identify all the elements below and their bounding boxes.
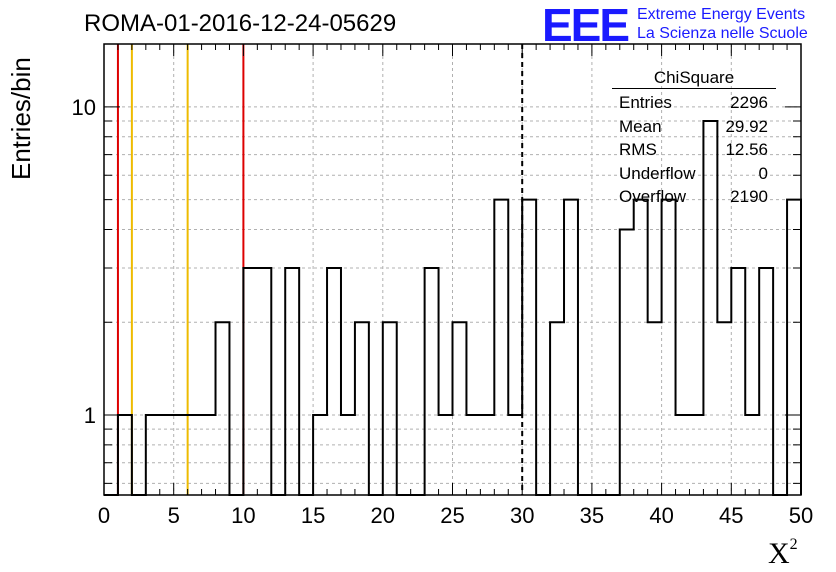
axis-ticks bbox=[103, 44, 802, 495]
x-tick-label: 45 bbox=[719, 503, 743, 528]
y-tick-label: 10 bbox=[72, 95, 96, 120]
logo-line-2: La Scienza nelle Scuole bbox=[637, 25, 808, 42]
x-tick-label: 10 bbox=[231, 503, 255, 528]
x-tick-label: 0 bbox=[98, 503, 110, 528]
x-axis-label-base: X bbox=[768, 537, 790, 570]
stats-label: Mean bbox=[619, 116, 662, 136]
y-tick-label: 1 bbox=[84, 403, 96, 428]
stats-value: 2190 bbox=[730, 187, 768, 207]
x-tick-label: 20 bbox=[371, 503, 395, 528]
stats-row: RMS 12.56 bbox=[612, 138, 778, 162]
x-tick-label: 15 bbox=[301, 503, 325, 528]
stats-row: Entries 2296 bbox=[612, 91, 778, 115]
stats-label: Entries bbox=[619, 93, 672, 112]
stats-row: Underflow 0 bbox=[612, 162, 778, 186]
stats-value: 29.92 bbox=[725, 116, 768, 136]
chart-title: ROMA-01-2016-12-24-05629 bbox=[84, 10, 397, 37]
stats-value: 0 bbox=[758, 163, 768, 183]
logo-line-1: Extreme Energy Events bbox=[637, 6, 806, 23]
y-axis-label: Entries/bin bbox=[6, 57, 36, 180]
x-tick-label: 50 bbox=[789, 503, 813, 528]
stats-value: 2296 bbox=[730, 93, 768, 112]
stats-label: Overflow bbox=[619, 187, 687, 207]
eee-logo: EEE bbox=[542, 0, 630, 51]
x-tick-label: 35 bbox=[580, 503, 604, 528]
stats-label: RMS bbox=[619, 140, 657, 160]
stats-box: ChiSquare Entries 2296 Mean 29.92 RMS 12.56… bbox=[612, 68, 778, 209]
tick-labels: 0 5 10 15 20 25 30 35 40 45 50 1 10 bbox=[72, 95, 814, 528]
reference-lines bbox=[116, 44, 524, 495]
stats-header: ChiSquare bbox=[612, 68, 776, 89]
stats-label: Underflow bbox=[619, 163, 696, 183]
x-tick-label: 40 bbox=[649, 503, 673, 528]
x-axis-label: X2 bbox=[768, 536, 798, 571]
x-tick-label: 5 bbox=[168, 503, 180, 528]
stats-row: Overflow 2190 bbox=[612, 185, 778, 209]
stats-value: 12.56 bbox=[725, 140, 768, 160]
x-tick-label: 25 bbox=[440, 503, 464, 528]
x-tick-label: 30 bbox=[510, 503, 534, 528]
stats-row: Mean 29.92 bbox=[612, 115, 778, 139]
x-axis-label-superscript: 2 bbox=[789, 536, 798, 553]
